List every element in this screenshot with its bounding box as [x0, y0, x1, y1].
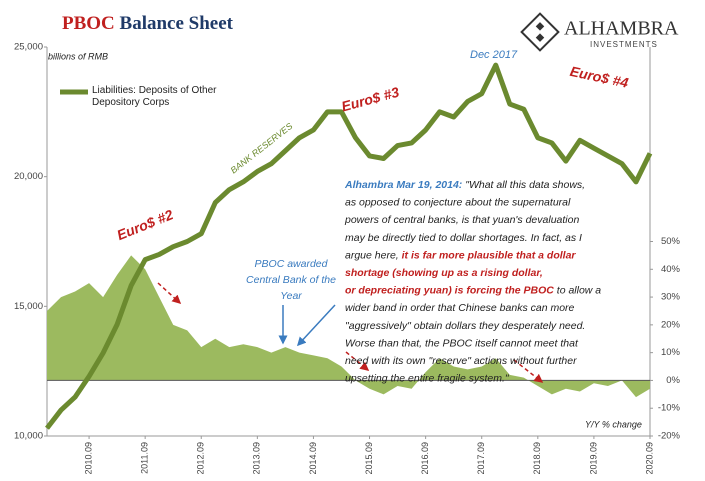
- quote-run: upsetting the entire fragile system.": [345, 372, 510, 384]
- quote-line: powers of central banks, is that yuan's …: [344, 214, 579, 226]
- quote-run: as opposed to conjecture about the super…: [345, 196, 571, 208]
- quote-line: Alhambra Mar 19, 2014: "What all this da…: [344, 179, 585, 191]
- y-tick-label: 20,000: [14, 171, 43, 182]
- quote-run: to allow a: [554, 284, 601, 296]
- quote-run: need with its own "reserve" actions with…: [345, 355, 577, 367]
- line: [45, 62, 653, 430]
- quote-run: wider band in order that Chinese banks c…: [345, 302, 575, 314]
- annotation: Euro$ #3: [340, 84, 401, 115]
- x-tick-label: 2010.09: [83, 442, 93, 475]
- y2-tick-label: 10%: [661, 347, 681, 358]
- x-tick-label: 2017.09: [476, 442, 486, 475]
- y2-tick-label: 50%: [661, 236, 681, 247]
- arrow: [345, 351, 370, 371]
- y2-tick-label: 30%: [661, 292, 681, 303]
- arrow: [157, 282, 182, 305]
- quote: Alhambra Mar 19, 2014: "What all this da…: [344, 179, 601, 385]
- y-tick-label: 10,000: [14, 431, 43, 442]
- x-tick-label: 2019.09: [588, 442, 598, 475]
- y2-tick-label: 40%: [661, 264, 681, 275]
- logo-cell: [535, 22, 545, 31]
- quote-line: or depreciating yuan) is forcing the PBO…: [345, 284, 601, 296]
- quote-run: Alhambra Mar 19, 2014:: [344, 179, 465, 191]
- quote-line: shortage (showing up as a rising dollar,: [345, 267, 543, 279]
- arrow: [296, 304, 336, 347]
- legend: Liabilities: Deposits of Other Depositor…: [92, 85, 217, 108]
- legend-label: Liabilities: Deposits of Other Depositor…: [92, 85, 217, 108]
- quote-line: "aggressively" obtain dollars they despe…: [345, 320, 585, 332]
- quote-line: need with its own "reserve" actions with…: [345, 355, 577, 367]
- quote-run: or depreciating yuan) is forcing the PBO…: [345, 284, 554, 296]
- quote-line: wider band in order that Chinese banks c…: [345, 302, 575, 314]
- quote-line: upsetting the entire fragile system.": [345, 372, 510, 384]
- x-tick-label: 2020.09: [644, 442, 654, 475]
- annotation: Euro$ #4: [569, 63, 630, 91]
- x-tick-label: 2013.09: [252, 442, 262, 475]
- annotation: Dec 2017: [470, 49, 518, 61]
- area: [47, 255, 650, 398]
- logo-cell: [535, 33, 545, 42]
- y-axis-label: billions of RMB: [48, 51, 108, 61]
- logo: ALHAMBRA INVESTMENTS: [520, 12, 679, 52]
- y-tick-label: 15,000: [14, 301, 43, 312]
- quote-run: "What all this data shows,: [465, 179, 585, 191]
- x-tick-label: 2018.09: [532, 442, 542, 475]
- x-tick-label: 2012.09: [196, 442, 206, 475]
- y2-axis-label: Y/Y % change: [585, 419, 642, 429]
- annotation: Year: [280, 290, 302, 302]
- y-tick-label: 25,000: [14, 42, 43, 53]
- quote-run: powers of central banks, is that yuan's …: [344, 214, 579, 226]
- logo-name: ALHAMBRA: [564, 18, 679, 40]
- quote-run: shortage (showing up as a rising dollar,: [345, 267, 543, 279]
- quote-line: Worse than that, the PBOC itself cannot …: [345, 337, 579, 349]
- y2-tick-label: 0%: [666, 375, 680, 386]
- y2-tick-label: 20%: [661, 319, 681, 330]
- quote-run: may be directly tied to dollar shortages…: [345, 232, 582, 244]
- quote-line: argue here, it is far more plausible tha…: [345, 249, 576, 261]
- chart-title: PBOC Balance Sheet: [62, 13, 234, 34]
- x-tick-label: 2016.09: [420, 442, 430, 475]
- arrow: [513, 359, 544, 383]
- quote-run: argue here,: [345, 249, 402, 261]
- quote-run: Worse than that, the PBOC itself cannot …: [345, 337, 579, 349]
- logo-frame: [520, 12, 560, 52]
- x-tick-label: 2011.09: [140, 442, 150, 474]
- logo-icon: [520, 12, 560, 52]
- annotation: PBOC awarded: [255, 258, 329, 270]
- annotation: Central Bank of the: [246, 274, 336, 286]
- quote-run: "aggressively" obtain dollars they despe…: [345, 320, 585, 332]
- logo-sub: INVESTMENTS: [590, 40, 658, 49]
- annotation: Euro$ #2: [115, 206, 176, 243]
- quote-run: it is far more plausible that a dollar: [402, 249, 577, 261]
- x-tick-label: 2014.09: [308, 442, 318, 475]
- title-part: Balance Sheet: [120, 13, 234, 34]
- y2-tick-label: -10%: [658, 403, 681, 414]
- title-part: PBOC: [62, 13, 115, 34]
- y2-tick-label: -20%: [658, 431, 681, 442]
- x-tick-label: 2015.09: [364, 442, 374, 475]
- quote-line: as opposed to conjecture about the super…: [345, 196, 571, 208]
- quote-line: may be directly tied to dollar shortages…: [345, 232, 582, 244]
